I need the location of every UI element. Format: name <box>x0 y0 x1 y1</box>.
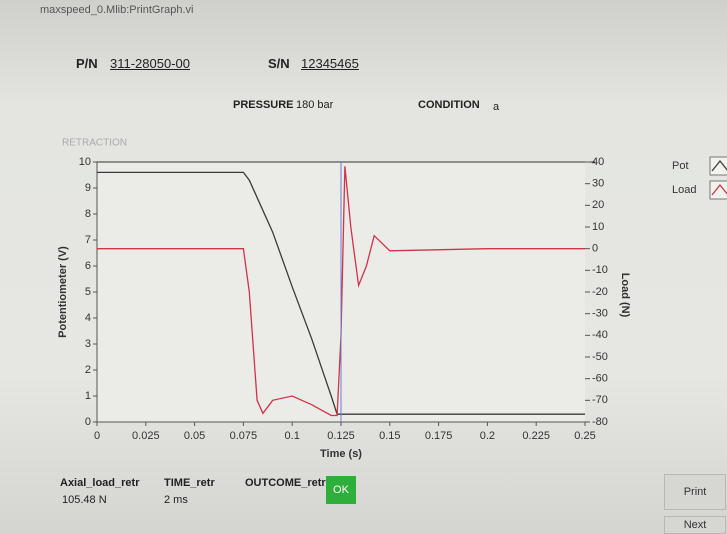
chart-title: RETRACTION <box>62 138 127 149</box>
x-tick-label: 0.125 <box>327 430 355 442</box>
field-value: 2 ms <box>164 494 188 506</box>
x-tick-label: 0.2 <box>480 430 495 442</box>
field-value: 105.48 N <box>62 494 107 506</box>
x-tick-label: 0.1 <box>285 430 300 442</box>
print-button[interactable]: Print <box>664 474 726 510</box>
x-tick-label: 0.075 <box>230 430 258 442</box>
x-tick-label: 0.175 <box>425 430 453 442</box>
y2-tick-label: -60 <box>592 373 608 385</box>
next-button[interactable]: Next <box>664 516 726 534</box>
x-tick-label: 0 <box>94 430 100 442</box>
y-tick-label: 0 <box>85 416 91 428</box>
y-tick-label: 8 <box>85 208 91 220</box>
y-tick-label: 7 <box>85 234 91 246</box>
y2-tick-label: 0 <box>592 243 598 255</box>
legend-label: Load <box>672 184 696 196</box>
y2-tick-label: 20 <box>592 199 604 211</box>
legend-label: Pot <box>672 160 689 172</box>
y-tick-label: 6 <box>85 260 91 272</box>
screen: maxspeed_0.Mlib:PrintGraph.vi P/N 311-28… <box>0 0 727 534</box>
x-tick-label: 0.05 <box>184 430 205 442</box>
y2-tick-label: -40 <box>592 329 608 341</box>
y2-tick-label: 40 <box>592 156 604 168</box>
x-tick-label: 0.15 <box>379 430 400 442</box>
y2-axis-label: Load (N) <box>619 273 631 318</box>
y2-tick-label: -30 <box>592 308 608 320</box>
y2-tick-label: -50 <box>592 351 608 363</box>
field-label: Axial_load_retr <box>60 477 139 489</box>
y2-tick-label: -20 <box>592 286 608 298</box>
y-tick-label: 5 <box>85 286 91 298</box>
field-label: TIME_retr <box>164 477 215 489</box>
x-axis-label: Time (s) <box>320 448 362 460</box>
x-tick-label: 0.225 <box>522 430 550 442</box>
x-tick-label: 0.025 <box>132 430 160 442</box>
y2-tick-label: -80 <box>592 416 608 428</box>
y2-tick-label: 30 <box>592 178 604 190</box>
y-tick-label: 1 <box>85 390 91 402</box>
y-tick-label: 4 <box>85 312 91 324</box>
y-tick-label: 3 <box>85 338 91 350</box>
y2-tick-label: -10 <box>592 264 608 276</box>
y2-tick-label: -70 <box>592 394 608 406</box>
y-tick-label: 2 <box>85 364 91 376</box>
y-tick-label: 9 <box>85 182 91 194</box>
y-axis-label: Potentiometer (V) <box>57 246 69 338</box>
chart: RETRACTION 0 0.025 0.05 0.075 0.1 0.125 0.15 0.… <box>0 0 727 534</box>
outcome-indicator: OK <box>326 476 356 504</box>
y2-tick-label: 10 <box>592 221 604 233</box>
field-label: OUTCOME_retr <box>245 477 326 489</box>
y-tick-label: 10 <box>79 156 91 168</box>
x-tick-label: 0.25 <box>574 430 595 442</box>
